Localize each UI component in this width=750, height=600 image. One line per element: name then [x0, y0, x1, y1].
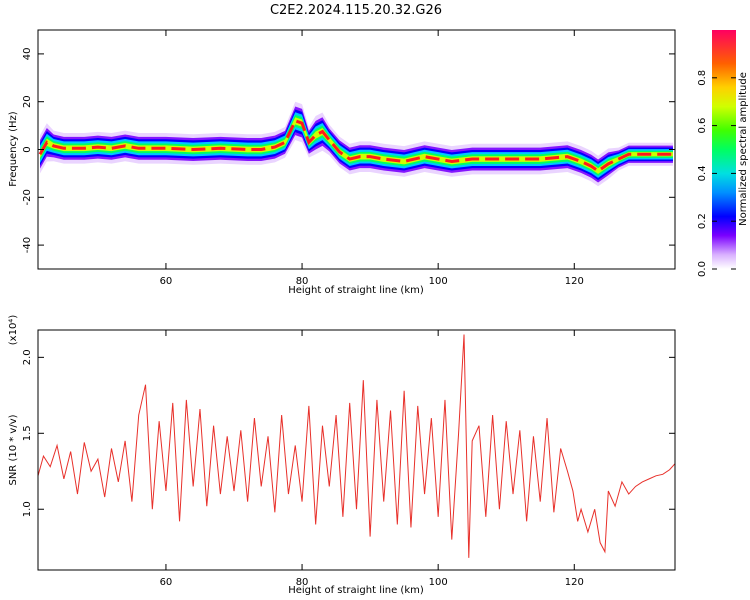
y-tick-label: 20 — [22, 95, 33, 108]
snr-x-ticks: 60 80 100 120 — [160, 330, 584, 588]
y-tick-label: 1.5 — [22, 425, 33, 441]
x-tick-label: 120 — [565, 276, 584, 287]
snr-y-multiplier: (x10⁴) — [8, 315, 19, 346]
chart-title: C2E2.2024.115.20.32.G26 — [270, 3, 442, 18]
colorbar-tick-label: 0.8 — [697, 70, 708, 86]
snr-y-label: SNR (10 * v/v) — [8, 414, 19, 485]
colorbar-gradient — [712, 30, 736, 269]
colorbar-label: Normalized spectral amplitude — [738, 72, 749, 226]
spectrogram-y-label: Frequency (Hz) — [8, 111, 19, 187]
colorbar-tick-label: 0.0 — [697, 261, 708, 277]
snr-x-label: Height of straight line (km) — [288, 585, 424, 596]
colorbar-tick-label: 0.2 — [697, 213, 708, 229]
snr-frame — [37, 329, 676, 571]
y-tick-label: 40 — [22, 48, 33, 61]
x-tick-label: 60 — [160, 577, 173, 588]
y-tick-label: 0 — [22, 146, 33, 152]
x-tick-label: 100 — [429, 276, 448, 287]
x-tick-label: 80 — [296, 276, 309, 287]
colorbar: 0.0 0.2 0.4 0.6 0.8 Normalized spectral ampl… — [697, 30, 749, 277]
x-tick-label: 100 — [429, 577, 448, 588]
y-tick-label: -40 — [22, 237, 33, 253]
colorbar-tick-label: 0.4 — [697, 165, 708, 181]
y-tick-label: 1.0 — [22, 501, 33, 517]
colorbar-tick-label: 0.6 — [697, 118, 708, 134]
y-tick-label: 2.0 — [22, 349, 33, 365]
ridge-core — [38, 118, 673, 173]
spectrogram-x-ticks: 60 80 100 120 — [160, 30, 584, 287]
x-tick-label: 120 — [565, 577, 584, 588]
spectrogram-x-label: Height of straight line (km) — [288, 285, 424, 296]
snr-series-line — [38, 334, 675, 558]
x-tick-label: 60 — [160, 276, 173, 287]
spectral-ridge — [38, 101, 673, 187]
spectrogram-panel: 60 80 100 120 -40 -20 0 20 40 Height of straigh… — [8, 29, 676, 296]
colorbar-ticks: 0.0 0.2 0.4 0.6 0.8 — [697, 70, 736, 277]
snr-y-ticks: 1.0 1.5 2.0 — [22, 349, 675, 517]
spectrogram-y-ticks: -40 -20 0 20 40 — [22, 48, 675, 253]
y-tick-label: -20 — [22, 189, 33, 205]
x-tick-label: 80 — [296, 577, 309, 588]
snr-panel: 60 80 100 120 1.0 1.5 2.0 Height of straight … — [8, 315, 676, 596]
